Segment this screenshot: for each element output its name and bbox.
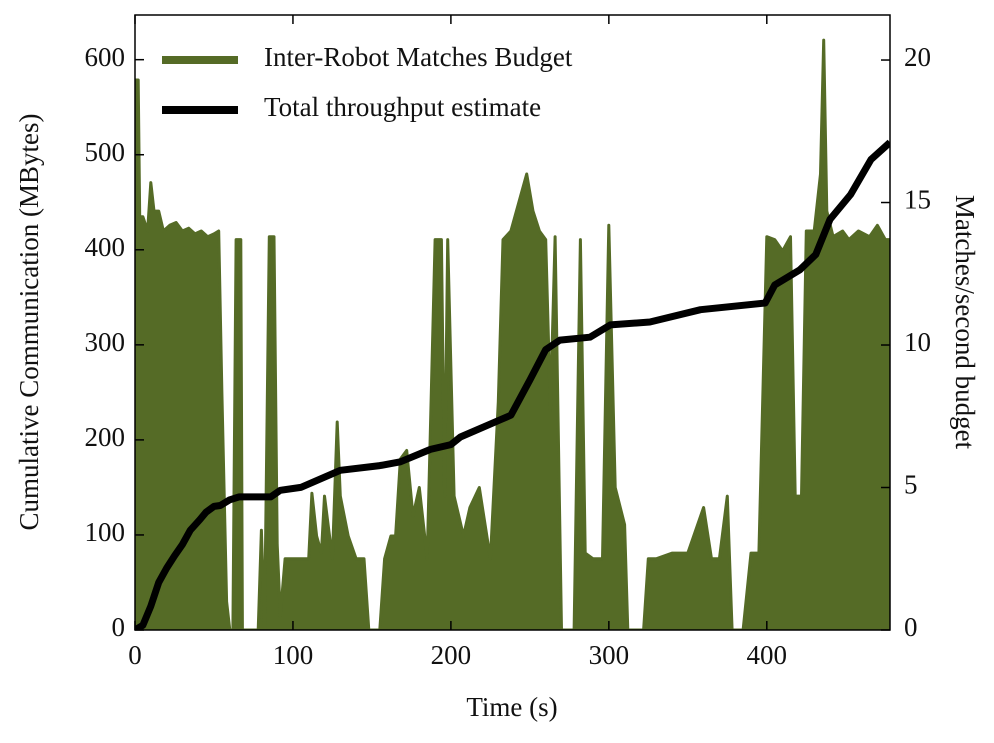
y-tick-label: 300 <box>85 327 126 357</box>
y-tick-label: 600 <box>85 42 126 72</box>
y2-tick-label: 5 <box>904 470 918 500</box>
y-axis-label: Cumulative Communication (MBytes) <box>14 114 44 531</box>
y2-axis-label: Matches/second budget <box>950 195 980 450</box>
y2-tick-label: 20 <box>904 42 931 72</box>
y2-tick-label: 0 <box>904 612 918 642</box>
x-tick-label: 100 <box>273 640 314 670</box>
y-tick-label: 0 <box>112 612 126 642</box>
y-tick-label: 400 <box>85 232 126 262</box>
legend-label: Inter-Robot Matches Budget <box>264 42 573 72</box>
x-tick-label: 300 <box>589 640 630 670</box>
y2-tick-label: 15 <box>904 185 931 215</box>
x-tick-label: 400 <box>747 640 788 670</box>
x-tick-label: 200 <box>431 640 472 670</box>
area <box>135 38 890 630</box>
x-tick-label: 0 <box>128 640 142 670</box>
y-tick-label: 500 <box>85 137 126 167</box>
y-tick-label: 100 <box>85 517 126 547</box>
legend-label: Total throughput estimate <box>264 92 541 122</box>
y2-tick-label: 10 <box>904 327 931 357</box>
line <box>135 139 890 630</box>
plot-frame <box>134 14 891 631</box>
x-axis-label: Time (s) <box>466 692 557 722</box>
y-tick-label: 200 <box>85 422 126 452</box>
